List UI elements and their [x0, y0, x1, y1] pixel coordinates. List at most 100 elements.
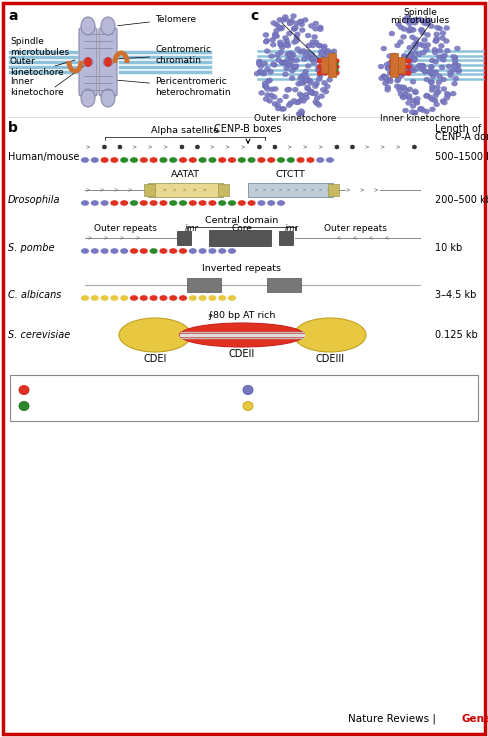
- Ellipse shape: [421, 65, 427, 69]
- Text: Inverted repeats: Inverted repeats: [203, 264, 282, 273]
- Ellipse shape: [268, 54, 275, 59]
- Text: Alpha satellite: Alpha satellite: [151, 126, 219, 135]
- Ellipse shape: [285, 57, 291, 62]
- Ellipse shape: [383, 81, 388, 85]
- Ellipse shape: [429, 97, 435, 102]
- Ellipse shape: [279, 45, 285, 50]
- Ellipse shape: [286, 31, 292, 36]
- Ellipse shape: [278, 50, 284, 55]
- Ellipse shape: [334, 58, 339, 63]
- Ellipse shape: [386, 54, 393, 59]
- Ellipse shape: [412, 57, 418, 62]
- Ellipse shape: [420, 43, 427, 48]
- Ellipse shape: [428, 80, 434, 85]
- Ellipse shape: [275, 103, 281, 108]
- Ellipse shape: [247, 200, 256, 206]
- Ellipse shape: [301, 71, 307, 77]
- Ellipse shape: [421, 50, 427, 55]
- Ellipse shape: [440, 54, 446, 59]
- Text: Spindle: Spindle: [403, 8, 437, 17]
- Ellipse shape: [323, 55, 329, 60]
- Ellipse shape: [317, 73, 323, 78]
- Ellipse shape: [294, 318, 366, 352]
- Ellipse shape: [291, 40, 297, 44]
- FancyBboxPatch shape: [143, 184, 155, 195]
- Ellipse shape: [412, 18, 418, 23]
- Ellipse shape: [407, 27, 414, 32]
- Ellipse shape: [264, 66, 270, 71]
- Text: Telomere: Telomere: [118, 15, 196, 26]
- Ellipse shape: [299, 74, 305, 79]
- Ellipse shape: [308, 57, 314, 61]
- Ellipse shape: [379, 76, 385, 81]
- Ellipse shape: [303, 77, 309, 83]
- Ellipse shape: [257, 200, 265, 206]
- Text: 500–1500 kb: 500–1500 kb: [435, 152, 488, 162]
- Text: Outer kinetochore: Outer kinetochore: [254, 114, 336, 123]
- Ellipse shape: [429, 107, 435, 112]
- Ellipse shape: [417, 17, 423, 22]
- Ellipse shape: [411, 42, 418, 47]
- Ellipse shape: [257, 157, 265, 163]
- Ellipse shape: [444, 91, 450, 97]
- Text: c: c: [250, 9, 258, 23]
- Ellipse shape: [266, 99, 273, 103]
- Ellipse shape: [301, 98, 306, 103]
- Ellipse shape: [424, 94, 429, 99]
- Ellipse shape: [159, 157, 168, 163]
- Ellipse shape: [288, 51, 294, 56]
- Ellipse shape: [308, 80, 314, 85]
- Ellipse shape: [305, 85, 310, 90]
- Ellipse shape: [301, 57, 307, 62]
- Ellipse shape: [188, 157, 197, 163]
- Ellipse shape: [395, 78, 401, 83]
- Text: microtubules: microtubules: [390, 16, 449, 25]
- Ellipse shape: [408, 68, 414, 73]
- Ellipse shape: [298, 49, 304, 55]
- Ellipse shape: [180, 145, 184, 149]
- Ellipse shape: [419, 27, 425, 32]
- Ellipse shape: [305, 43, 312, 48]
- Ellipse shape: [385, 66, 391, 71]
- Ellipse shape: [400, 61, 406, 66]
- Ellipse shape: [411, 56, 417, 61]
- Bar: [390, 53, 398, 77]
- Ellipse shape: [401, 85, 407, 90]
- Ellipse shape: [283, 15, 288, 19]
- Ellipse shape: [322, 80, 327, 85]
- Ellipse shape: [259, 91, 264, 95]
- Ellipse shape: [208, 295, 217, 301]
- Ellipse shape: [321, 68, 326, 73]
- Ellipse shape: [321, 56, 326, 61]
- Ellipse shape: [401, 85, 407, 91]
- Ellipse shape: [416, 52, 422, 57]
- FancyBboxPatch shape: [247, 183, 332, 197]
- Ellipse shape: [427, 69, 433, 74]
- Ellipse shape: [393, 66, 399, 71]
- Ellipse shape: [304, 74, 309, 80]
- Ellipse shape: [437, 48, 443, 53]
- Ellipse shape: [267, 69, 274, 74]
- Ellipse shape: [411, 68, 417, 73]
- Ellipse shape: [317, 27, 324, 32]
- Ellipse shape: [406, 100, 411, 105]
- Ellipse shape: [314, 101, 320, 106]
- Ellipse shape: [407, 63, 413, 68]
- Ellipse shape: [424, 77, 430, 82]
- Ellipse shape: [101, 89, 115, 107]
- Ellipse shape: [385, 85, 391, 90]
- Ellipse shape: [218, 200, 226, 206]
- Ellipse shape: [299, 27, 305, 32]
- Ellipse shape: [289, 76, 295, 80]
- Ellipse shape: [296, 157, 305, 163]
- Ellipse shape: [130, 200, 138, 206]
- Ellipse shape: [272, 102, 278, 106]
- Ellipse shape: [102, 145, 106, 149]
- Ellipse shape: [283, 17, 289, 22]
- Ellipse shape: [140, 157, 148, 163]
- Ellipse shape: [395, 21, 402, 27]
- Ellipse shape: [91, 248, 99, 254]
- Text: Inner kinetochore: Inner kinetochore: [380, 114, 460, 123]
- Ellipse shape: [434, 90, 440, 95]
- Ellipse shape: [305, 33, 311, 38]
